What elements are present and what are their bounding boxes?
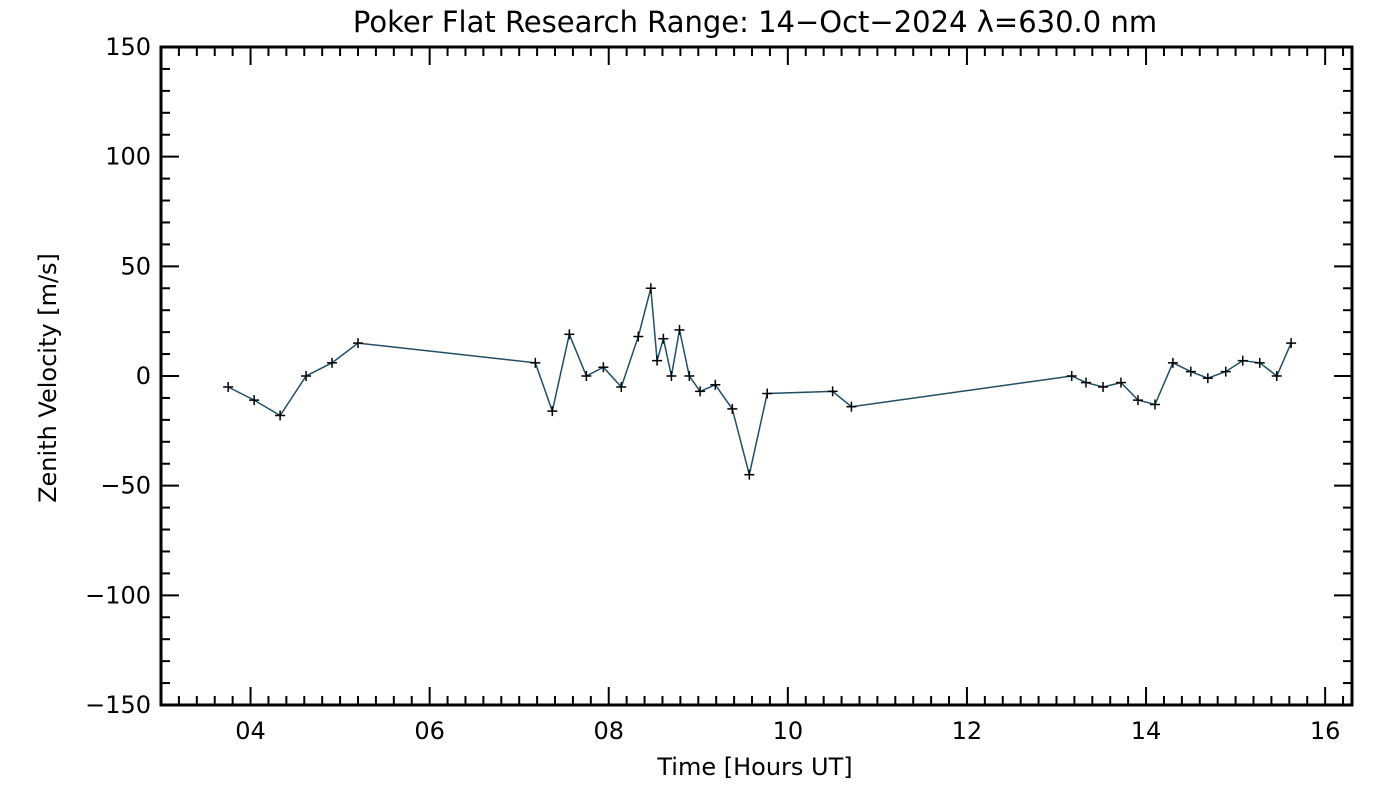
x-tick-label: 12: [952, 717, 983, 745]
data-point-marker: [598, 362, 609, 373]
x-tick-label: 14: [1131, 717, 1162, 745]
data-point-marker: [710, 379, 721, 390]
data-point-marker: [645, 283, 656, 294]
data-point-marker: [1167, 357, 1178, 368]
data-point-marker: [652, 355, 663, 366]
y-axis-label: Zenith Velocity [m/s]: [34, 253, 62, 503]
x-tick-label: 08: [593, 717, 624, 745]
data-point-marker: [353, 338, 364, 349]
data-point-marker: [1066, 371, 1077, 381]
data-point-marker: [1202, 373, 1213, 384]
plot-frame: [159, 45, 1354, 707]
data-point-marker: [1237, 355, 1248, 366]
x-tick-label: 06: [414, 717, 445, 745]
data-point-marker: [633, 331, 644, 342]
data-point-marker: [547, 406, 558, 417]
y-tick-label: 150: [105, 33, 151, 61]
chart-title: Poker Flat Research Range: 14−Oct−2024 λ…: [353, 5, 1157, 39]
data-point-marker: [249, 395, 260, 406]
y-tick-label: 50: [120, 252, 151, 280]
y-tick-label: −150: [85, 691, 151, 719]
data-point-marker: [275, 410, 286, 421]
data-point-marker: [658, 333, 669, 344]
data-point-marker: [1185, 366, 1196, 377]
data-point-marker: [327, 357, 338, 368]
data-point-marker: [581, 371, 592, 381]
data-point-marker: [1254, 357, 1265, 368]
data-point-marker: [1098, 381, 1109, 392]
data-point-marker: [1149, 399, 1160, 410]
data-point-marker: [1081, 377, 1092, 388]
data-point-marker: [762, 388, 773, 399]
x-tick-label: 04: [235, 717, 266, 745]
plot-area: 04 06 08 10 12 14 16 −150 −100 −50 0 50 100 150: [85, 33, 1354, 745]
data-point-marker: [666, 371, 677, 381]
data-point-marker: [301, 371, 312, 381]
data-point-marker: [564, 329, 575, 340]
data-point-marker: [616, 381, 627, 392]
data-point-marker: [1220, 366, 1231, 377]
x-axis-label: Time [Hours UT]: [656, 753, 852, 781]
data-point-marker: [1132, 395, 1143, 406]
y-tick-label: 100: [105, 143, 151, 171]
x-tick-label: 16: [1310, 717, 1341, 745]
data-point-marker: [727, 403, 738, 414]
data-point-marker: [827, 386, 838, 397]
data-point-marker: [684, 371, 695, 381]
data-point-marker: [744, 469, 755, 480]
data-point-marker: [223, 381, 234, 392]
data-point-marker: [1115, 377, 1126, 388]
series-line: [227, 288, 1292, 475]
data-point-marker: [530, 357, 541, 368]
data-point-marker: [1286, 338, 1297, 349]
data-point-marker: [695, 386, 706, 397]
data-point-marker: [1271, 371, 1282, 381]
y-tick-label: −50: [100, 472, 151, 500]
x-tick-label: 10: [773, 717, 804, 745]
data-point-marker: [846, 401, 857, 412]
y-tick-label: 0: [136, 362, 151, 390]
y-tick-label: −100: [85, 581, 151, 609]
data-point-marker: [674, 324, 685, 335]
